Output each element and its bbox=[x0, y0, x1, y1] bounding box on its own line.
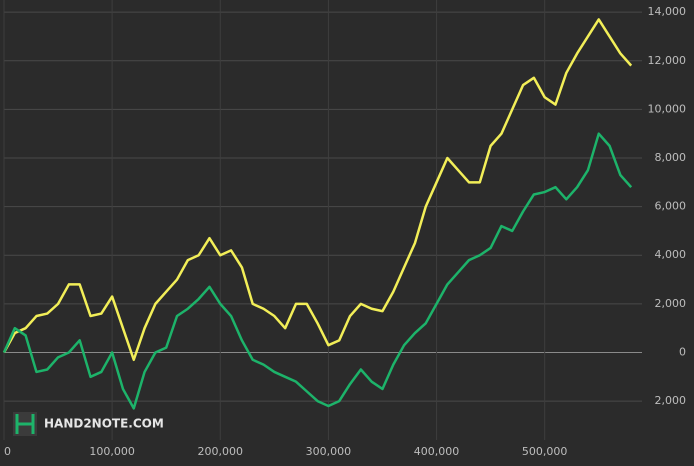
y-tick-label: 6,000 bbox=[655, 200, 687, 213]
x-tick-label: 400,000 bbox=[414, 445, 460, 458]
y-tick-label: 8,000 bbox=[655, 151, 687, 164]
y-tick-label: 2,000 bbox=[655, 394, 687, 407]
series-line bbox=[2, 132, 633, 410]
x-tick-label: 500,000 bbox=[522, 445, 568, 458]
x-tick-label: 300,000 bbox=[306, 445, 352, 458]
y-tick-label: 2,000 bbox=[655, 297, 687, 310]
watermark: HAND2NOTE.COM bbox=[44, 417, 164, 431]
y-tick-label: 12,000 bbox=[648, 54, 687, 67]
x-tick-label: 200,000 bbox=[198, 445, 244, 458]
series-line bbox=[2, 18, 633, 362]
y-tick-label: 0 bbox=[679, 345, 686, 358]
y-tick-label: 10,000 bbox=[648, 102, 687, 115]
x-tick-label: 100,000 bbox=[89, 445, 135, 458]
logo bbox=[13, 412, 37, 436]
x-tick-label: 0 bbox=[4, 445, 11, 458]
y-tick-label: 4,000 bbox=[655, 248, 687, 261]
y-tick-label: 14,000 bbox=[648, 5, 687, 18]
